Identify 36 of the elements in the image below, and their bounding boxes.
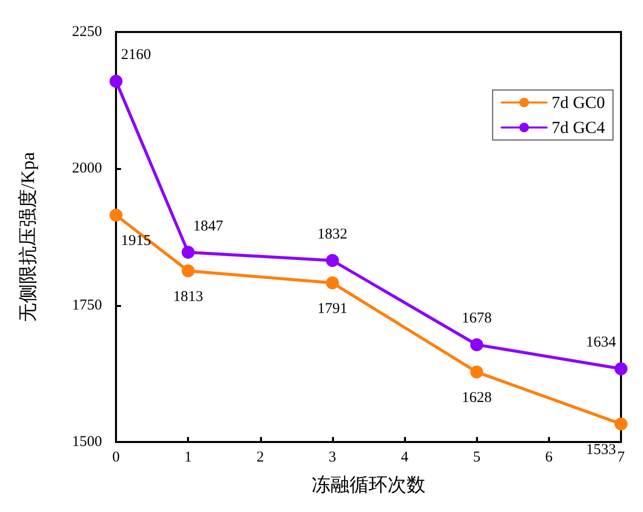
data-label: 1533	[586, 442, 616, 458]
data-label: 2160	[121, 47, 151, 64]
data-label: 1791	[317, 300, 348, 317]
legend-label: 7d GC0	[552, 93, 606, 112]
point	[110, 208, 122, 222]
point	[326, 276, 339, 290]
point	[110, 74, 122, 88]
point	[470, 338, 484, 352]
data-label: 1832	[317, 226, 348, 243]
x-tick-label: 5	[472, 450, 480, 466]
point	[614, 417, 628, 430]
x-tick-label: 2	[256, 450, 264, 466]
data-label: 1847	[193, 218, 224, 234]
point	[182, 246, 195, 259]
y-tick-label: 2000	[72, 160, 102, 177]
point	[182, 264, 195, 278]
x-tick-label: 1	[184, 450, 192, 466]
x-tick-label: 7	[617, 450, 626, 466]
data-label: 1678	[462, 310, 492, 327]
data-label: 1915	[121, 233, 151, 250]
point	[470, 366, 484, 379]
y-tick-label: 1750	[72, 297, 102, 314]
point	[326, 254, 339, 268]
data-label: 1813	[173, 288, 204, 305]
x-tick-label: 6	[545, 450, 554, 466]
y-axis-title: 无侧限抗压强度/Kpa	[17, 151, 39, 322]
data-label: 1628	[462, 390, 492, 406]
point	[614, 362, 628, 376]
data-label: 1634	[586, 334, 616, 351]
x-tick-label: 4	[400, 450, 409, 466]
x-axis-title: 冻融循环次数	[312, 475, 426, 496]
y-tick-label: 2250	[72, 24, 102, 40]
x-tick-label: 3	[328, 450, 336, 466]
legend-label: 7d GC4	[552, 118, 606, 137]
x-tick-label: 0	[112, 450, 120, 466]
y-tick-label: 1500	[72, 434, 102, 450]
